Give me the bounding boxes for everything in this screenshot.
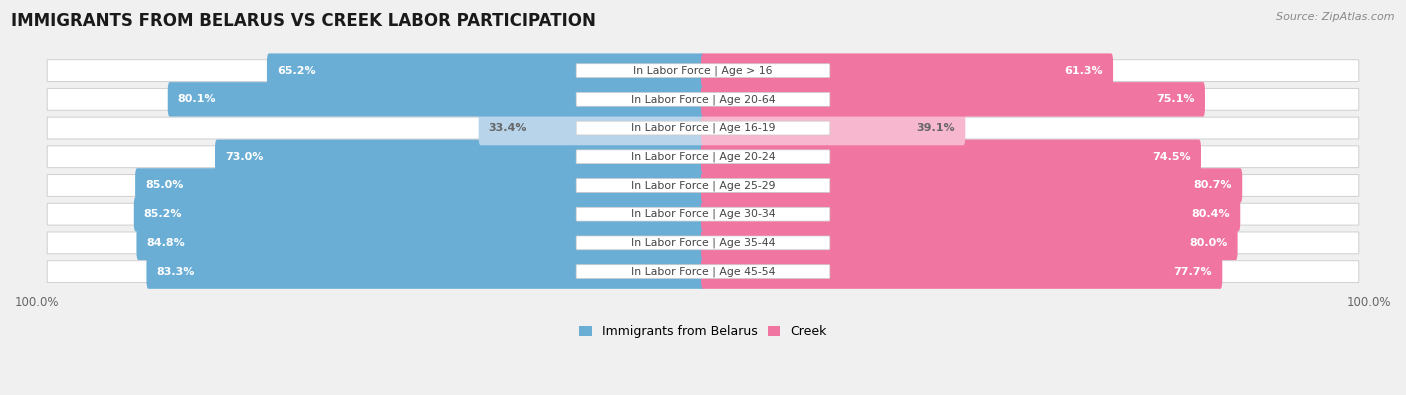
FancyBboxPatch shape: [167, 82, 704, 117]
FancyBboxPatch shape: [702, 254, 1222, 289]
Text: In Labor Force | Age > 16: In Labor Force | Age > 16: [633, 66, 773, 76]
Text: In Labor Force | Age 25-29: In Labor Force | Age 25-29: [631, 180, 775, 191]
FancyBboxPatch shape: [702, 226, 1237, 260]
FancyBboxPatch shape: [135, 168, 704, 203]
Text: 80.0%: 80.0%: [1189, 238, 1227, 248]
FancyBboxPatch shape: [576, 207, 830, 221]
FancyBboxPatch shape: [702, 111, 966, 145]
FancyBboxPatch shape: [576, 121, 830, 135]
FancyBboxPatch shape: [134, 197, 704, 231]
FancyBboxPatch shape: [702, 53, 1114, 88]
Text: 85.0%: 85.0%: [145, 181, 183, 190]
Text: 39.1%: 39.1%: [917, 123, 955, 133]
FancyBboxPatch shape: [48, 146, 1358, 167]
Text: In Labor Force | Age 20-64: In Labor Force | Age 20-64: [631, 94, 775, 105]
FancyBboxPatch shape: [576, 150, 830, 164]
Text: 83.3%: 83.3%: [156, 267, 195, 276]
Text: 80.7%: 80.7%: [1194, 181, 1232, 190]
Text: 33.4%: 33.4%: [489, 123, 527, 133]
Text: In Labor Force | Age 20-24: In Labor Force | Age 20-24: [631, 152, 775, 162]
FancyBboxPatch shape: [478, 111, 704, 145]
Text: 75.1%: 75.1%: [1157, 94, 1195, 104]
FancyBboxPatch shape: [48, 203, 1358, 225]
FancyBboxPatch shape: [702, 168, 1243, 203]
FancyBboxPatch shape: [576, 92, 830, 106]
FancyBboxPatch shape: [48, 175, 1358, 196]
FancyBboxPatch shape: [702, 139, 1201, 174]
FancyBboxPatch shape: [48, 232, 1358, 254]
FancyBboxPatch shape: [136, 226, 704, 260]
FancyBboxPatch shape: [702, 82, 1205, 117]
FancyBboxPatch shape: [48, 60, 1358, 81]
Text: In Labor Force | Age 30-34: In Labor Force | Age 30-34: [631, 209, 775, 220]
Legend: Immigrants from Belarus, Creek: Immigrants from Belarus, Creek: [579, 325, 827, 339]
FancyBboxPatch shape: [48, 261, 1358, 282]
FancyBboxPatch shape: [576, 236, 830, 250]
FancyBboxPatch shape: [576, 179, 830, 192]
Text: Source: ZipAtlas.com: Source: ZipAtlas.com: [1277, 12, 1395, 22]
Text: In Labor Force | Age 35-44: In Labor Force | Age 35-44: [631, 238, 775, 248]
Text: 85.2%: 85.2%: [143, 209, 183, 219]
Text: 80.1%: 80.1%: [177, 94, 217, 104]
Text: IMMIGRANTS FROM BELARUS VS CREEK LABOR PARTICIPATION: IMMIGRANTS FROM BELARUS VS CREEK LABOR P…: [11, 12, 596, 30]
FancyBboxPatch shape: [215, 139, 704, 174]
Text: In Labor Force | Age 45-54: In Labor Force | Age 45-54: [631, 266, 775, 277]
Text: 73.0%: 73.0%: [225, 152, 263, 162]
Text: 84.8%: 84.8%: [146, 238, 186, 248]
Text: 80.4%: 80.4%: [1192, 209, 1230, 219]
FancyBboxPatch shape: [48, 117, 1358, 139]
FancyBboxPatch shape: [702, 197, 1240, 231]
FancyBboxPatch shape: [48, 88, 1358, 110]
Text: In Labor Force | Age 16-19: In Labor Force | Age 16-19: [631, 123, 775, 133]
Text: 74.5%: 74.5%: [1153, 152, 1191, 162]
FancyBboxPatch shape: [576, 265, 830, 278]
Text: 65.2%: 65.2%: [277, 66, 315, 76]
FancyBboxPatch shape: [146, 254, 704, 289]
FancyBboxPatch shape: [576, 64, 830, 77]
Text: 77.7%: 77.7%: [1174, 267, 1212, 276]
Text: 61.3%: 61.3%: [1064, 66, 1104, 76]
FancyBboxPatch shape: [267, 53, 704, 88]
